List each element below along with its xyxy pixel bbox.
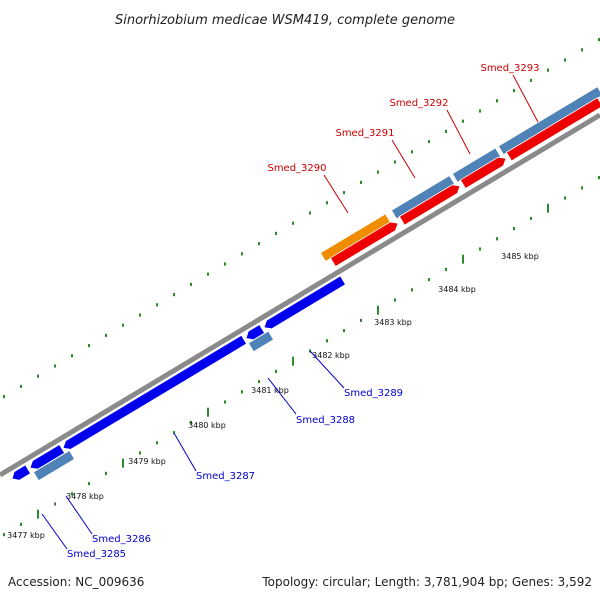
gene-leader-line bbox=[65, 495, 93, 535]
feature-blue-5 bbox=[263, 275, 347, 330]
feature-smed-3291 bbox=[390, 174, 456, 220]
genome-backbone bbox=[0, 112, 600, 478]
feature-red-1 bbox=[329, 221, 399, 268]
feature-smed-3286 bbox=[32, 449, 76, 482]
kbp-label: 3480 kbp bbox=[188, 421, 226, 430]
kbp-label: 3477 kbp bbox=[7, 531, 45, 540]
feature-smed-3288 bbox=[247, 330, 275, 353]
kbp-label: 3485 kbp bbox=[501, 252, 539, 261]
gene-label-smed-3291: Smed_3291 bbox=[335, 128, 394, 139]
outer-tick-row bbox=[3, 38, 600, 399]
gene-label-smed-3289: Smed_3289 bbox=[344, 388, 403, 399]
map-title: Sinorhizobium medicae WSM419, complete g… bbox=[115, 13, 455, 28]
gene-leader-line bbox=[391, 139, 416, 179]
gene-labels: Smed_3285 Smed_3286 Smed_3287 Smed_3288 Smed… bbox=[41, 63, 540, 560]
kbp-label: 3483 kbp bbox=[374, 318, 412, 327]
gene-label-smed-3286: Smed_3286 bbox=[92, 534, 151, 545]
gene-leader-line bbox=[446, 109, 471, 155]
kbp-label: 3478 kbp bbox=[66, 492, 104, 501]
gene-label-smed-3290: Smed_3290 bbox=[267, 163, 326, 174]
gene-leader-line bbox=[512, 74, 539, 123]
feature-red-2 bbox=[398, 184, 461, 226]
kbp-label: 3484 kbp bbox=[438, 285, 476, 294]
inner-tick-row bbox=[3, 176, 600, 537]
gene-leader-line bbox=[309, 350, 345, 389]
gene-leader-line bbox=[41, 513, 68, 550]
feature-red-4 bbox=[505, 97, 600, 162]
accession-text: Accession: NC_009636 bbox=[8, 575, 144, 589]
topology-text: Topology: circular; Length: 3,781,904 bp… bbox=[261, 575, 592, 589]
gene-label-smed-3287: Smed_3287 bbox=[196, 471, 255, 482]
gene-features bbox=[11, 86, 600, 482]
gene-label-smed-3285: Smed_3285 bbox=[67, 549, 126, 560]
gene-leader-line bbox=[323, 174, 349, 214]
feature-blue-3 bbox=[62, 334, 248, 450]
gene-label-smed-3292: Smed_3292 bbox=[389, 98, 448, 109]
feature-smed-3293 bbox=[497, 86, 600, 156]
feature-red-3 bbox=[459, 156, 507, 190]
gene-label-smed-3288: Smed_3288 bbox=[296, 415, 355, 426]
feature-blue-1 bbox=[11, 464, 32, 481]
kbp-label: 3479 kbp bbox=[128, 457, 166, 466]
gene-label-smed-3293: Smed_3293 bbox=[480, 63, 539, 74]
gene-leader-line bbox=[267, 377, 297, 415]
gene-leader-line bbox=[173, 432, 197, 472]
kbp-scale-labels: 3477 kbp 3478 kbp 3479 kbp 3480 kbp 3481 kbp… bbox=[7, 252, 539, 540]
kbp-label: 3481 kbp bbox=[251, 386, 289, 395]
feature-smed-3292 bbox=[451, 147, 502, 183]
kbp-label: 3482 kbp bbox=[312, 351, 350, 360]
